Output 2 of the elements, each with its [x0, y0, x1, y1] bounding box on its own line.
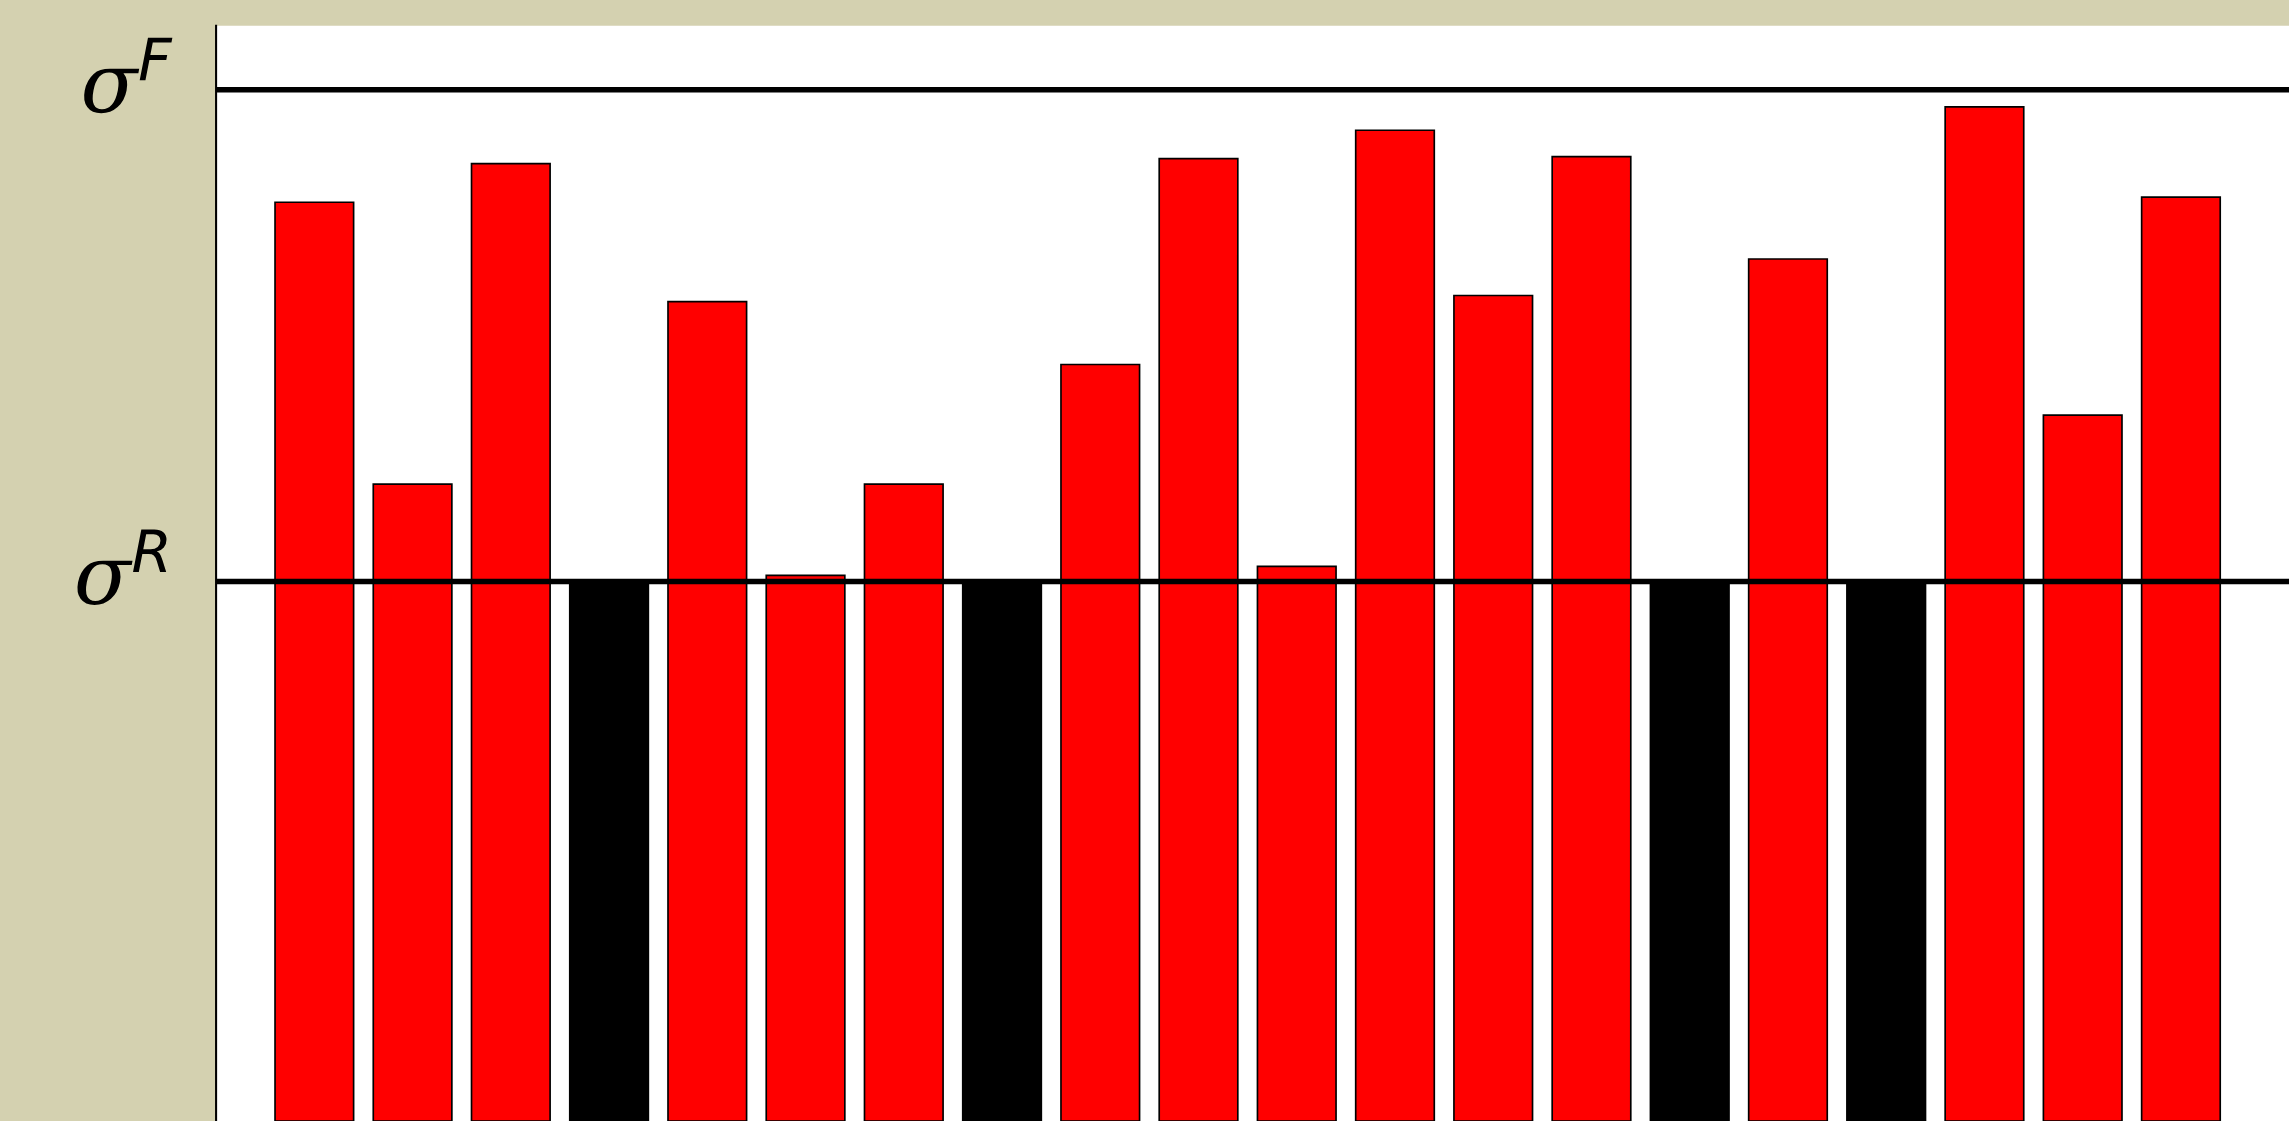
ref-line-label: σ$^{R}$ — [77, 529, 167, 606]
ref-line-label: σ$^{F}$ — [84, 37, 173, 114]
